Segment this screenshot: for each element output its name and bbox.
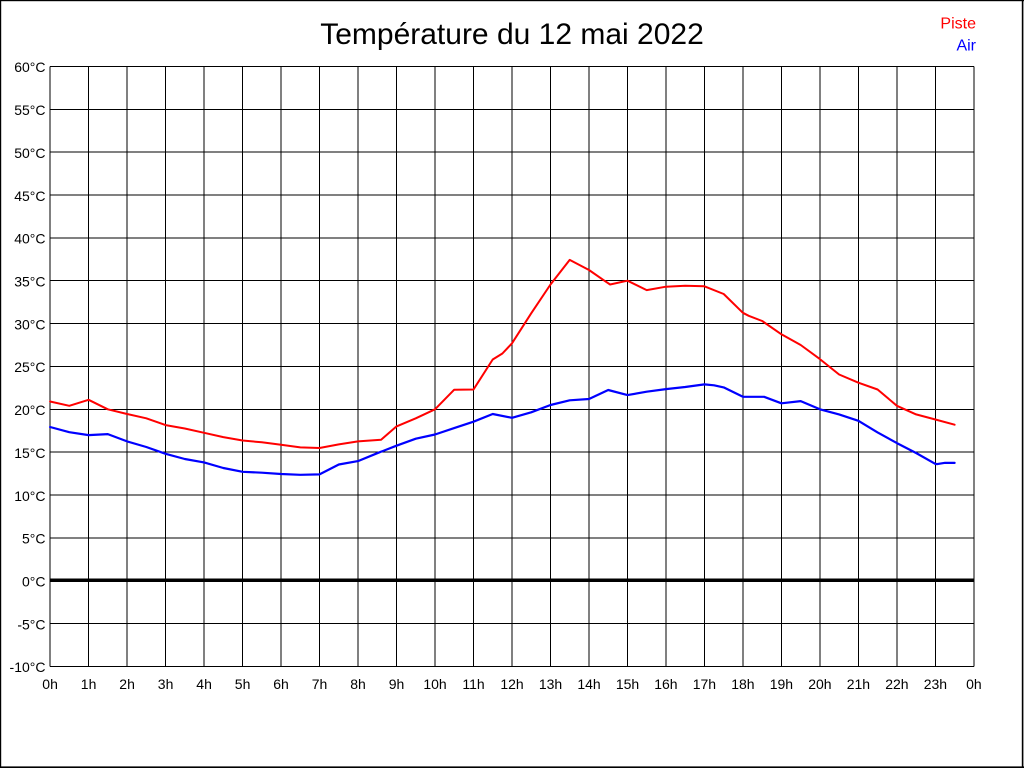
svg-text:5°C: 5°C: [22, 531, 46, 547]
svg-text:20°C: 20°C: [14, 402, 45, 418]
svg-text:45°C: 45°C: [14, 188, 45, 204]
svg-text:0h: 0h: [42, 676, 58, 692]
svg-text:0°C: 0°C: [22, 574, 46, 590]
svg-text:5h: 5h: [235, 676, 251, 692]
svg-text:7h: 7h: [312, 676, 328, 692]
svg-text:9h: 9h: [389, 676, 405, 692]
svg-text:10°C: 10°C: [14, 488, 45, 504]
svg-text:17h: 17h: [693, 676, 716, 692]
svg-text:11h: 11h: [462, 676, 484, 692]
svg-text:18h: 18h: [731, 676, 754, 692]
svg-text:30°C: 30°C: [14, 316, 45, 332]
svg-text:Air: Air: [956, 37, 976, 54]
svg-text:20h: 20h: [808, 676, 831, 692]
svg-text:3h: 3h: [158, 676, 174, 692]
svg-text:40°C: 40°C: [14, 231, 45, 247]
svg-text:4h: 4h: [196, 676, 212, 692]
svg-text:-5°C: -5°C: [17, 616, 45, 632]
svg-text:1h: 1h: [81, 676, 97, 692]
svg-text:10h: 10h: [423, 676, 446, 692]
svg-text:8h: 8h: [350, 676, 366, 692]
svg-text:25°C: 25°C: [14, 359, 45, 375]
svg-text:-10°C: -10°C: [10, 659, 46, 675]
svg-text:12h: 12h: [500, 676, 523, 692]
svg-text:15°C: 15°C: [14, 445, 45, 461]
svg-text:50°C: 50°C: [14, 145, 45, 161]
svg-text:0h: 0h: [966, 676, 982, 692]
svg-text:15h: 15h: [616, 676, 639, 692]
svg-text:19h: 19h: [770, 676, 793, 692]
svg-text:14h: 14h: [577, 676, 600, 692]
svg-text:55°C: 55°C: [14, 102, 45, 118]
svg-text:Température du 12 mai 2022: Température du 12 mai 2022: [320, 18, 704, 51]
svg-text:23h: 23h: [924, 676, 947, 692]
svg-text:60°C: 60°C: [14, 59, 45, 75]
svg-text:2h: 2h: [119, 676, 135, 692]
svg-text:35°C: 35°C: [14, 274, 45, 290]
svg-text:6h: 6h: [273, 676, 289, 692]
svg-text:13h: 13h: [539, 676, 562, 692]
svg-text:16h: 16h: [654, 676, 677, 692]
svg-text:Piste: Piste: [940, 15, 976, 32]
svg-text:22h: 22h: [885, 676, 908, 692]
svg-text:21h: 21h: [847, 676, 870, 692]
